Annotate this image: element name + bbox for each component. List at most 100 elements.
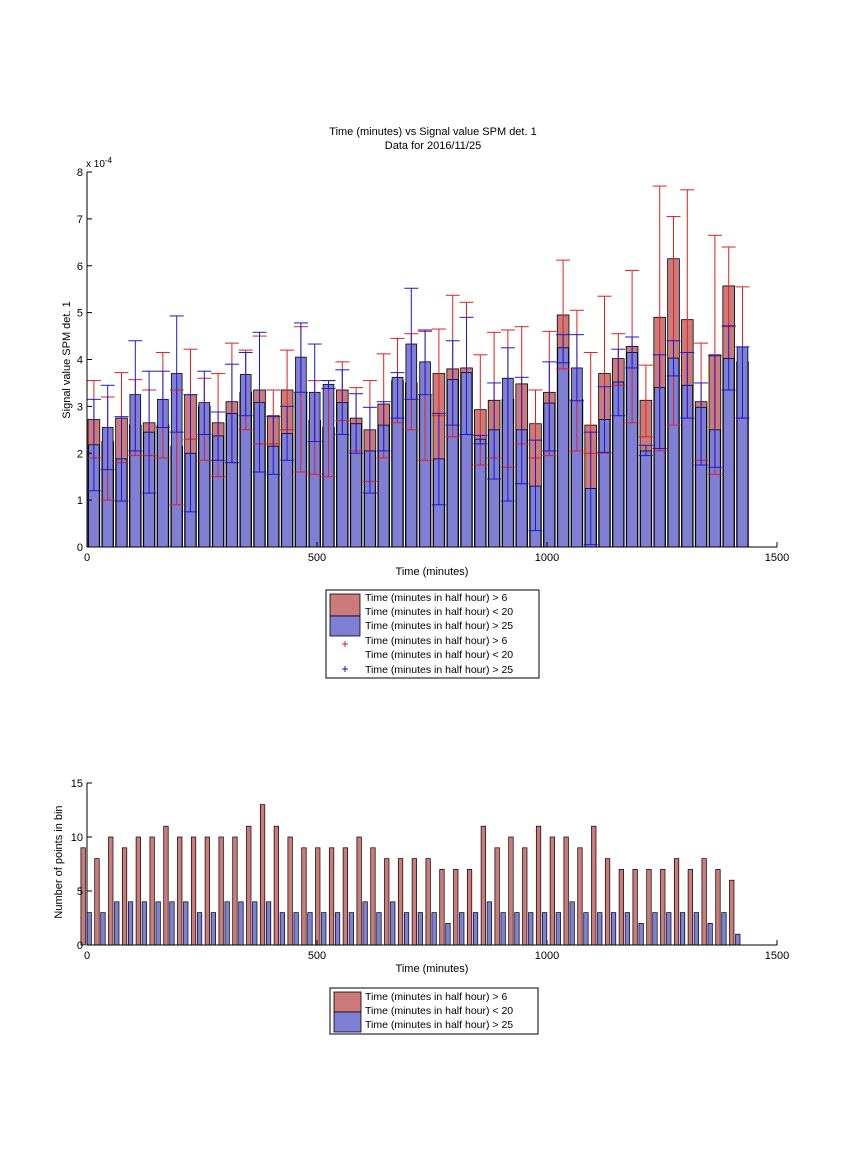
axes: 0 500 1000 1500 0 1 2 3 4 5 6 7 8: [77, 167, 789, 564]
bar-series-2: [693, 912, 699, 946]
bar-series-1: [715, 869, 721, 946]
legend: Time (minutes in half hour) > 6 Time (mi…: [325, 589, 540, 679]
bar-series-1: [687, 869, 693, 946]
errorbar-series-2: [597, 386, 612, 453]
x-tick-label: 1000: [535, 950, 559, 962]
errorbar-series-2: [100, 384, 115, 471]
x-axis-label: Time (minutes): [396, 566, 469, 578]
bar-series-1: [287, 836, 293, 946]
x-tick-label: 1000: [535, 552, 559, 564]
x-axis-label: Time (minutes): [396, 963, 469, 975]
x-tick-label: 1500: [765, 950, 789, 962]
legend-entry: Time (minutes in half hour) > 6: [365, 635, 507, 647]
bar-series-2: [252, 901, 258, 946]
errorbar-series-2: [293, 322, 308, 393]
legend-swatch-red: [333, 991, 362, 1013]
bar-series-1: [370, 847, 376, 946]
bar-series-1: [108, 836, 114, 946]
bar-series-1: [701, 858, 707, 946]
x-tick-label: 500: [308, 950, 326, 962]
errorbar-series-1: [473, 354, 488, 466]
x-tick-label: 1500: [765, 552, 789, 564]
bar-series-2: [610, 912, 617, 946]
errorbar-series-2: [155, 370, 170, 428]
bar-series-2: [666, 912, 672, 946]
legend-entry: Time (minutes in half hour) < 20: [365, 1005, 513, 1017]
bar-series-2: [403, 912, 410, 946]
errorbar-series-2: [211, 411, 226, 461]
bar-series-1: [121, 847, 128, 946]
y-tick-label: 5: [77, 886, 83, 898]
errorbar-series-2: [86, 398, 101, 492]
bar-series-2: [279, 912, 285, 946]
bar-series-1: [190, 836, 197, 946]
bar-series-1: [453, 869, 459, 946]
bar-series-1: [563, 836, 569, 946]
errorbar-series-2: [280, 405, 295, 461]
y-tick-label: 4: [77, 355, 83, 367]
bar-series-2: [652, 912, 658, 946]
bar-series-2: [597, 912, 603, 946]
errorbar-series-2: [114, 416, 129, 502]
errorbar-series-2: [128, 340, 143, 452]
errorbar-series-2: [431, 412, 446, 506]
errorbar-series-2: [500, 347, 515, 502]
errorbar-series-2: [362, 406, 377, 494]
bar-series-2: [569, 901, 575, 946]
bar-series-1: [342, 847, 348, 946]
errorbar-series-2: [735, 346, 750, 419]
errorbar-series-2: [611, 348, 626, 417]
bar-series-1: [480, 825, 486, 946]
bar-series-1: [259, 804, 266, 946]
bar-series-1: [673, 858, 680, 946]
bar-group: [87, 258, 749, 548]
bar-series-2: [528, 912, 534, 946]
y-exponent-label: x 10-4: [86, 156, 113, 170]
bar-series-2: [514, 912, 520, 946]
bar-series-1: [604, 858, 611, 946]
bar-series-1: [384, 858, 390, 946]
errorbar-series-2: [680, 351, 695, 419]
errorbar-series-2: [514, 376, 529, 485]
errorbar-series-2: [707, 355, 722, 468]
chart-subtitle: Data for 2016/11/25: [385, 140, 481, 152]
errorbar-series-2: [652, 354, 667, 450]
bar-series-2: [735, 933, 741, 946]
legend-box: [329, 987, 539, 1035]
bar-series-2: [555, 912, 561, 946]
legend-entry: Time (minutes in half hour) > 25: [365, 664, 513, 676]
legend-marker-red: [342, 641, 348, 647]
errorbar-series-2: [638, 444, 653, 457]
bar-series-2: [679, 912, 686, 946]
bar-series-2: [183, 901, 189, 946]
bar-series-1: [508, 836, 514, 946]
errorbar-series-1: [666, 216, 681, 426]
bar-series-2: [265, 901, 272, 946]
legend-box: [325, 589, 540, 679]
bar-series-1: [466, 869, 473, 946]
legend-entry: Time (minutes in half hour) < 20: [365, 649, 513, 661]
errorbar-series-2: [376, 401, 391, 452]
bar-series-1: [535, 825, 542, 946]
bar-series-1: [149, 836, 155, 946]
bar-series-1: [315, 847, 321, 946]
bar-series-1: [494, 847, 500, 946]
errorbar-series-2: [266, 416, 281, 475]
bar-series-2: [293, 912, 299, 946]
y-tick-label: 10: [71, 832, 83, 844]
y-tick-label: 3: [77, 401, 83, 413]
bar-series-2: [472, 912, 479, 946]
bar-series-2: [390, 901, 396, 946]
bar-series-2: [445, 923, 451, 946]
y-tick-label: 8: [77, 167, 83, 179]
bar-series-1: [660, 869, 666, 946]
count-chart: 0 500 1000 1500 0 5 10 15 Time (minutes) Number…: [53, 778, 789, 1035]
errorbar-series-2: [169, 315, 184, 433]
legend-entry: Time (minutes in half hour) > 6: [365, 592, 507, 604]
errorbar-group: [86, 185, 750, 546]
errorbar-series-2: [542, 361, 557, 452]
bar-series-1: [135, 836, 141, 946]
legend-entry: Time (minutes in half hour) > 25: [365, 1019, 513, 1031]
bar-series-2: [721, 912, 727, 946]
errorbar-series-2: [335, 369, 350, 435]
